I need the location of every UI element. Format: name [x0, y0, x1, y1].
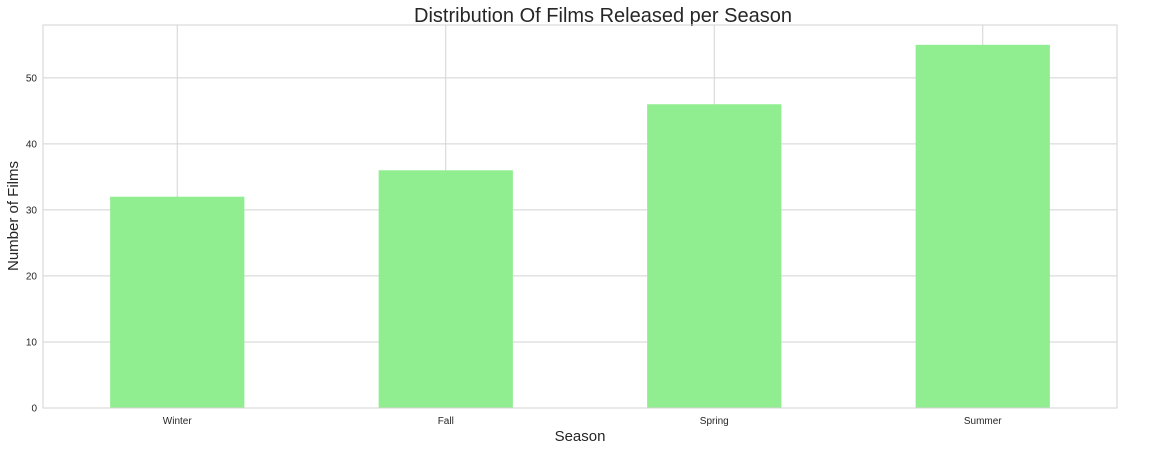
y-tick-label: 50 — [26, 73, 38, 84]
plot-frame — [42, 24, 1118, 409]
y-axis-label: Number of Films — [5, 161, 22, 271]
x-tick-label: Spring — [700, 416, 729, 427]
bar-spring — [647, 104, 782, 408]
x-tick-label: Summer — [964, 416, 1002, 427]
y-tick-label: 40 — [26, 139, 38, 150]
bar-fall — [378, 170, 513, 408]
bar-summer — [915, 44, 1050, 409]
chart-title: Distribution Of Films Released per Seaso… — [414, 5, 792, 27]
bars — [110, 44, 1050, 409]
x-tick-label: Fall — [438, 416, 454, 427]
x-axis-label: Season — [555, 428, 606, 445]
y-axis-ticks: 0 10 20 30 40 50 — [26, 73, 38, 414]
x-tick-label: Winter — [163, 416, 193, 427]
y-tick-label: 0 — [31, 404, 37, 415]
y-tick-label: 10 — [26, 337, 38, 348]
y-tick-label: 30 — [26, 205, 38, 216]
bar-winter — [110, 196, 245, 408]
y-tick-label: 20 — [26, 271, 38, 282]
x-axis-ticks: Winter Fall Spring Summer — [163, 416, 1003, 427]
